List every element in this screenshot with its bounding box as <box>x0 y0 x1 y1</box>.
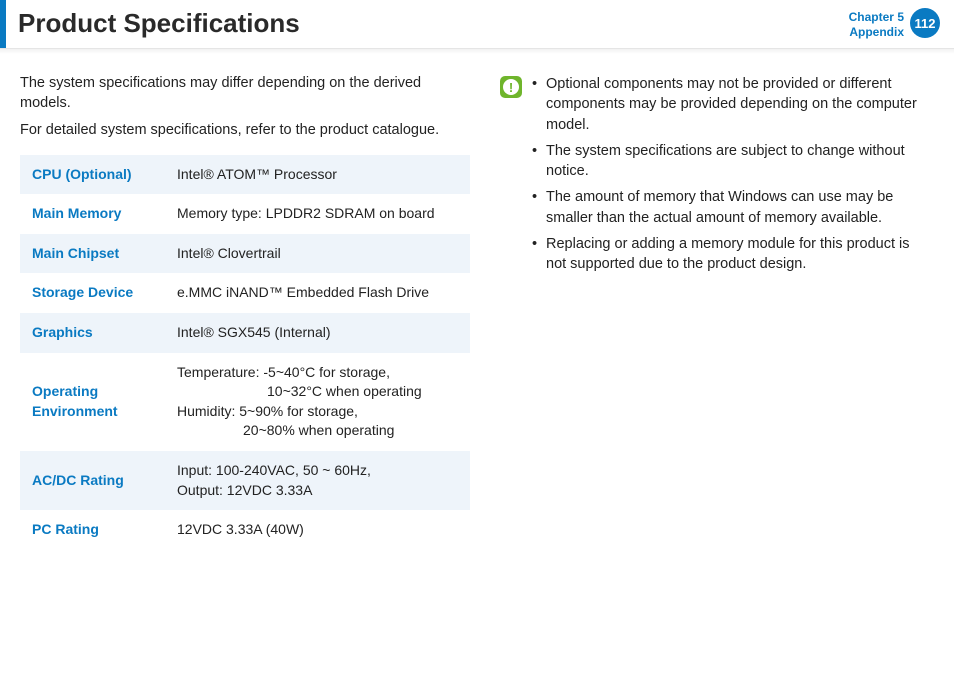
intro-paragraph-2: For detailed system specifications, refe… <box>20 121 470 141</box>
note-list: Optional components may not be provided … <box>532 74 930 281</box>
spec-value: Intel® SGX545 (Internal) <box>165 313 470 353</box>
spec-label: PC Rating <box>20 510 165 550</box>
page-header: Product Specifications Chapter 5 Appendi… <box>0 0 954 48</box>
table-row: Main Chipset Intel® Clovertrail <box>20 234 470 274</box>
table-row: Storage Device e.MMC iNAND™ Embedded Fla… <box>20 273 470 313</box>
spec-line: 10~32°C when operating <box>177 382 422 402</box>
spec-label: AC/DC Rating <box>20 451 165 510</box>
alert-icon: ! <box>500 76 522 98</box>
left-column: The system specifications may differ dep… <box>20 74 470 550</box>
spec-value: Temperature: -5~40°C for storage, 10~32°… <box>165 353 470 451</box>
note-item: Optional components may not be provided … <box>532 74 930 135</box>
spec-line: 20~80% when operating <box>177 421 394 441</box>
spec-line: Output: 12VDC 3.33A <box>177 482 312 498</box>
spec-label: CPU (Optional) <box>20 155 165 195</box>
spec-line: Input: 100-240VAC, 50 ~ 60Hz, <box>177 462 371 478</box>
table-row: AC/DC Rating Input: 100-240VAC, 50 ~ 60H… <box>20 451 470 510</box>
note-box: ! Optional components may not be provide… <box>500 74 930 281</box>
table-row: Operating Environment Temperature: -5~40… <box>20 353 470 451</box>
alert-icon-glyph: ! <box>503 79 519 95</box>
note-item: The system specifications are subject to… <box>532 141 930 182</box>
spec-value: 12VDC 3.33A (40W) <box>165 510 470 550</box>
note-item: The amount of memory that Windows can us… <box>532 187 930 228</box>
content-area: The system specifications may differ dep… <box>0 74 954 550</box>
spec-value: Intel® Clovertrail <box>165 234 470 274</box>
spec-value: e.MMC iNAND™ Embedded Flash Drive <box>165 273 470 313</box>
spec-label: Main Memory <box>20 194 165 234</box>
spec-label: Storage Device <box>20 273 165 313</box>
spec-label: Main Chipset <box>20 234 165 274</box>
intro-paragraph-1: The system specifications may differ dep… <box>20 74 470 113</box>
table-row: CPU (Optional) Intel® ATOM™ Processor <box>20 155 470 195</box>
spec-label: Graphics <box>20 313 165 353</box>
chapter-line-1: Chapter 5 <box>849 10 904 25</box>
spec-line: Humidity: 5~90% for storage, <box>177 403 358 419</box>
page-title: Product Specifications <box>6 8 849 39</box>
spec-value: Input: 100-240VAC, 50 ~ 60Hz, Output: 12… <box>165 451 470 510</box>
intro-text: The system specifications may differ dep… <box>20 74 470 141</box>
table-row: PC Rating 12VDC 3.33A (40W) <box>20 510 470 550</box>
chapter-label: Chapter 5 Appendix <box>849 10 904 40</box>
table-row: Main Memory Memory type: LPDDR2 SDRAM on… <box>20 194 470 234</box>
spec-value: Memory type: LPDDR2 SDRAM on board <box>165 194 470 234</box>
spec-label: Operating Environment <box>20 353 165 451</box>
table-row: Graphics Intel® SGX545 (Internal) <box>20 313 470 353</box>
chapter-line-2: Appendix <box>849 25 904 40</box>
spec-value: Intel® ATOM™ Processor <box>165 155 470 195</box>
specifications-table: CPU (Optional) Intel® ATOM™ Processor Ma… <box>20 155 470 550</box>
spec-line: Temperature: -5~40°C for storage, <box>177 364 390 380</box>
header-divider <box>0 48 954 54</box>
page-number-badge: 112 <box>910 8 940 38</box>
right-column: ! Optional components may not be provide… <box>500 74 930 550</box>
note-item: Replacing or adding a memory module for … <box>532 234 930 275</box>
